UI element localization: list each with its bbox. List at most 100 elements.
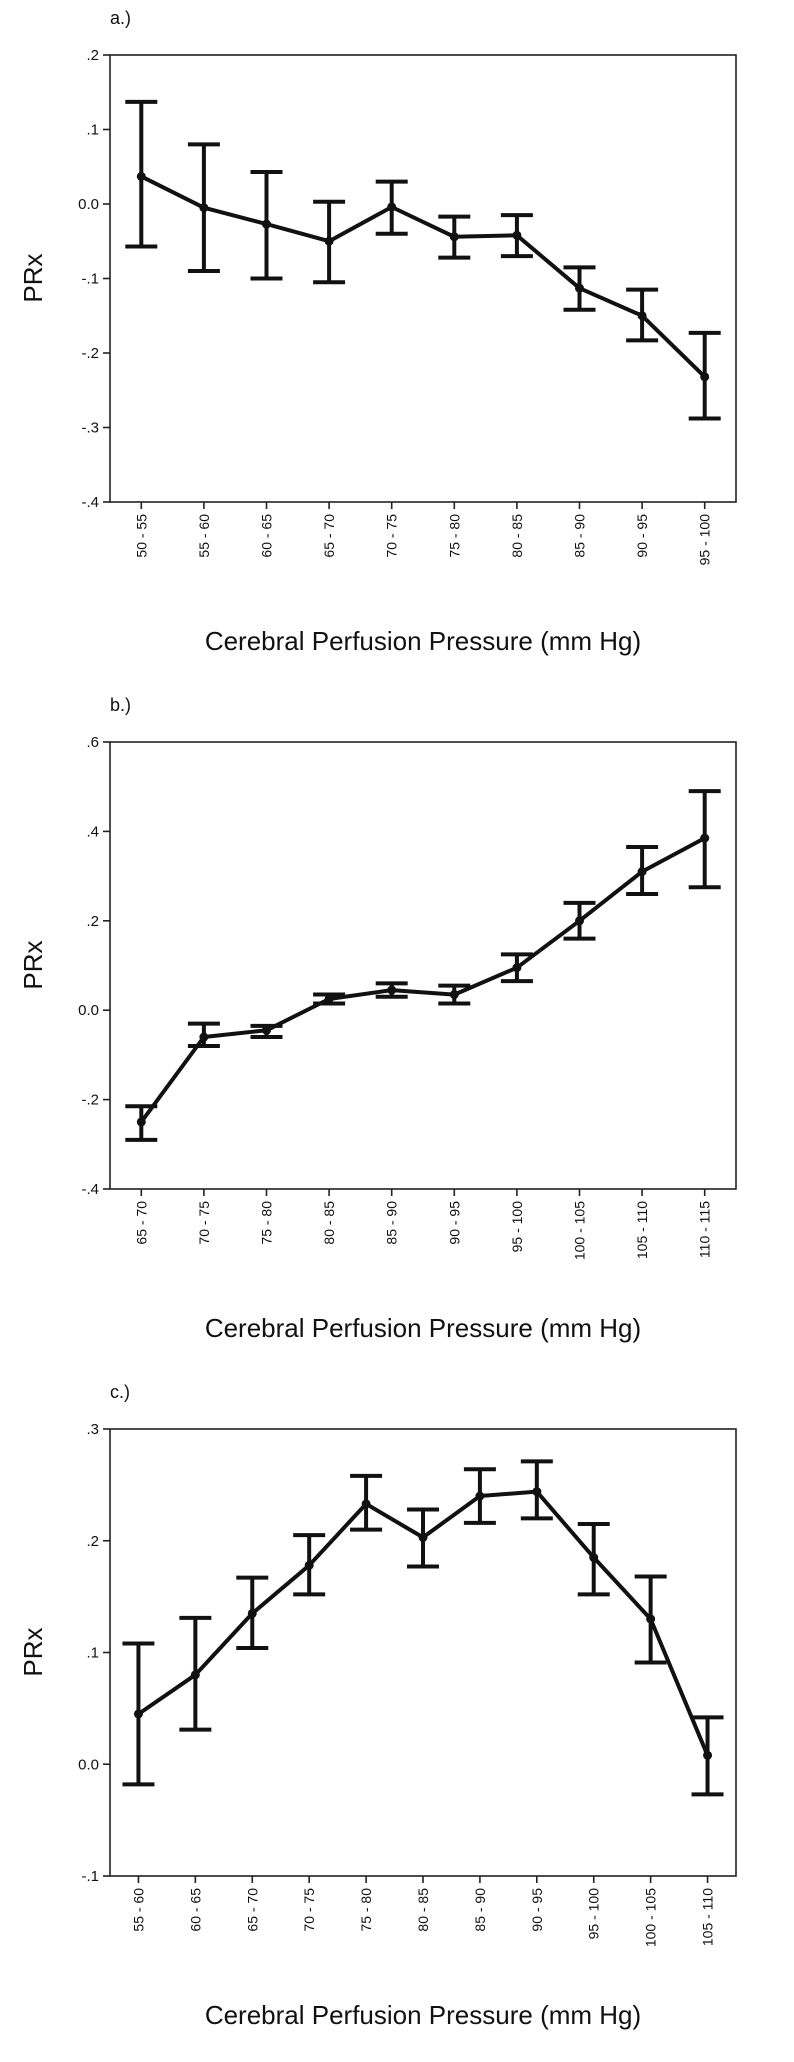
data-point-b bbox=[637, 867, 647, 877]
y-tick-label-b: -.4 bbox=[81, 1181, 99, 1198]
y-tick-label-c: .2 bbox=[86, 1533, 99, 1550]
panel-label-b: b.) bbox=[110, 695, 131, 715]
x-tick-label-c: 70 - 75 bbox=[301, 1888, 317, 1932]
y-tick-label-b: .2 bbox=[86, 913, 99, 930]
x-tick-label-a: 55 - 60 bbox=[196, 514, 212, 558]
series-line-a bbox=[139, 174, 707, 379]
x-tick-label-a: 60 - 65 bbox=[259, 514, 275, 558]
x-tick-label-c: 100 - 105 bbox=[643, 1888, 659, 1947]
x-tick-label-c: 95 - 100 bbox=[586, 1888, 602, 1940]
data-point-b bbox=[700, 833, 710, 843]
x-ticks-a: 50 - 55 55 - 60 60 - 65 65 - 70 70 - 75 75 - … bbox=[133, 502, 713, 566]
data-point-a bbox=[700, 372, 710, 382]
y-tick-label-a: -.1 bbox=[81, 271, 99, 288]
x-tick-label-a: 75 - 80 bbox=[446, 514, 462, 558]
data-point-c bbox=[133, 1709, 143, 1719]
chart-c-svg: c.) .3 .2 .1 0.0 -.1 55 - 60 60 - 65 65 - 70 70… bbox=[18, 1382, 737, 2030]
x-tick-label-b: 105 - 110 bbox=[634, 1201, 650, 1259]
x-tick-label-b: 85 - 90 bbox=[384, 1201, 400, 1245]
x-tick-label-c: 75 - 80 bbox=[358, 1888, 374, 1932]
data-point-c bbox=[190, 1670, 200, 1680]
data-point-a bbox=[512, 230, 522, 240]
plot-frame-c bbox=[109, 1428, 737, 1877]
x-tick-label-a: 95 - 100 bbox=[697, 514, 713, 566]
plot-frame-a bbox=[109, 54, 737, 503]
x-axis-title-b: Cerebral Perfusion Pressure (mm Hg) bbox=[205, 1313, 641, 1343]
data-point-c bbox=[418, 1532, 428, 1542]
data-point-c bbox=[589, 1553, 599, 1563]
data-point-a bbox=[449, 232, 459, 242]
data-point-a bbox=[575, 283, 584, 293]
data-point-b bbox=[387, 985, 397, 995]
data-point-c bbox=[361, 1499, 371, 1509]
x-tick-label-c: 55 - 60 bbox=[130, 1888, 146, 1932]
x-tick-label-c: 105 - 110 bbox=[700, 1888, 716, 1946]
y-tick-label-b: .4 bbox=[86, 823, 99, 840]
chart-panel-b: b.) .6 .4 .2 0.0 -.2 -.4 65 - 70 70 - 75 75 - 8… bbox=[0, 687, 794, 1374]
panel-label-c: c.) bbox=[110, 1382, 130, 1402]
x-tick-label-a: 80 - 85 bbox=[509, 514, 525, 558]
x-tick-label-b: 70 - 75 bbox=[196, 1201, 212, 1245]
data-point-b bbox=[575, 916, 584, 926]
y-tick-label-a: -.3 bbox=[81, 420, 99, 437]
chart-panel-c: c.) .3 .2 .1 0.0 -.1 55 - 60 60 - 65 65 - 70 70… bbox=[0, 1374, 794, 2061]
data-point-a bbox=[262, 219, 271, 229]
x-tick-label-b: 95 - 100 bbox=[509, 1201, 525, 1253]
chart-b-svg: b.) .6 .4 .2 0.0 -.2 -.4 65 - 70 70 - 75 75 - 8… bbox=[18, 695, 737, 1343]
x-tick-label-c: 60 - 65 bbox=[187, 1888, 203, 1932]
series-line-b bbox=[139, 836, 707, 1124]
x-tick-label-c: 90 - 95 bbox=[529, 1888, 545, 1932]
points-b bbox=[136, 833, 710, 1127]
points-c bbox=[133, 1487, 713, 1760]
data-point-c bbox=[304, 1560, 314, 1570]
x-axis-title-c: Cerebral Perfusion Pressure (mm Hg) bbox=[205, 2000, 641, 2030]
x-tick-label-b: 110 - 115 bbox=[697, 1201, 713, 1258]
data-point-a bbox=[637, 311, 647, 321]
error-bars-a bbox=[125, 99, 721, 421]
y-tick-label-b: .6 bbox=[86, 734, 99, 751]
data-point-a bbox=[324, 236, 334, 246]
x-tick-label-a: 65 - 70 bbox=[321, 514, 337, 558]
y-axis-title-c: PRx bbox=[18, 1627, 48, 1676]
x-tick-label-c: 85 - 90 bbox=[472, 1888, 488, 1932]
error-bars-b bbox=[125, 789, 721, 1142]
x-tick-label-a: 70 - 75 bbox=[384, 514, 400, 558]
data-point-b bbox=[449, 990, 459, 1000]
x-ticks-c: 55 - 60 60 - 65 65 - 70 70 - 75 75 - 80 80 - … bbox=[130, 1876, 716, 1947]
data-point-b bbox=[199, 1032, 209, 1042]
x-tick-label-a: 50 - 55 bbox=[133, 514, 149, 558]
chart-a-svg: a.) .2 .1 0.0 -.1 -.2 -.3 -.4 50 - 55 55 - 60 60… bbox=[18, 8, 737, 656]
data-point-c bbox=[703, 1750, 713, 1760]
data-point-b bbox=[262, 1025, 271, 1035]
y-tick-label-a: .1 bbox=[86, 122, 99, 139]
data-point-c bbox=[475, 1491, 485, 1501]
data-point-b bbox=[512, 963, 522, 973]
y-tick-label-a: 0.0 bbox=[78, 196, 99, 213]
y-ticks-c: .3 .2 .1 0.0 -.1 bbox=[78, 1421, 110, 1885]
y-ticks-b: .6 .4 .2 0.0 -.2 -.4 bbox=[78, 734, 110, 1198]
y-tick-label-b: -.2 bbox=[81, 1092, 99, 1109]
x-tick-label-a: 90 - 95 bbox=[634, 514, 650, 558]
y-tick-label-a: -.2 bbox=[81, 345, 99, 362]
y-tick-label-a: -.4 bbox=[81, 494, 99, 511]
y-tick-label-c: -.1 bbox=[81, 1868, 99, 1885]
x-ticks-b: 65 - 70 70 - 75 75 - 80 80 - 85 85 - 90 90 - … bbox=[133, 1189, 713, 1260]
panel-label-a: a.) bbox=[110, 8, 131, 28]
data-point-c bbox=[646, 1614, 656, 1624]
x-tick-label-b: 100 - 105 bbox=[572, 1201, 588, 1260]
y-tick-label-c: .1 bbox=[86, 1645, 99, 1662]
x-tick-label-c: 65 - 70 bbox=[244, 1888, 260, 1932]
x-tick-label-a: 85 - 90 bbox=[572, 514, 588, 558]
data-point-a bbox=[387, 202, 397, 212]
y-tick-label-c: .3 bbox=[86, 1421, 99, 1438]
y-axis-title-a: PRx bbox=[18, 253, 48, 302]
x-tick-label-b: 90 - 95 bbox=[446, 1201, 462, 1245]
data-point-b bbox=[324, 994, 334, 1004]
y-tick-label-a: .2 bbox=[86, 47, 99, 64]
x-tick-label-b: 75 - 80 bbox=[259, 1201, 275, 1245]
data-point-c bbox=[247, 1608, 257, 1618]
points-a bbox=[136, 171, 710, 382]
data-point-c bbox=[532, 1487, 542, 1497]
y-tick-label-c: 0.0 bbox=[78, 1756, 99, 1773]
x-tick-label-b: 80 - 85 bbox=[321, 1201, 337, 1245]
